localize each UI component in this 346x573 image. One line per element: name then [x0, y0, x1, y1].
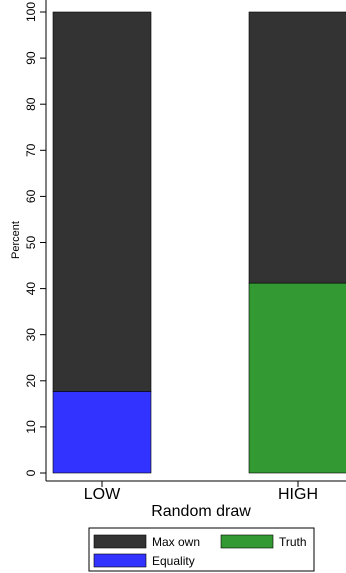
y-tick-label: 30: [24, 328, 38, 342]
y-ticks: 0 10 20 30 40 50 60 70 80 90 100: [24, 2, 46, 476]
legend: Max own Truth Equality: [88, 527, 315, 572]
y-tick-label: 90: [24, 51, 38, 65]
x-axis-title: Random draw: [151, 503, 251, 520]
legend-swatch-truth: [220, 534, 274, 549]
bar-high-max-own: [248, 11, 346, 284]
y-tick-label: 40: [24, 282, 38, 296]
y-tick-label: 70: [24, 143, 38, 157]
bar-high-truth: [248, 282, 346, 474]
legend-label-equality: Equality: [152, 554, 195, 568]
y-tick-label: 10: [24, 420, 38, 434]
x-ticks: LOW HIGH: [84, 481, 318, 503]
x-tick-label: HIGH: [278, 486, 318, 503]
legend-label-max-own: Max own: [152, 535, 200, 549]
y-tick-label: 100: [24, 2, 38, 22]
y-tick-label: 20: [24, 374, 38, 388]
bars-layer: [52, 11, 346, 474]
y-axis-title: Percent: [10, 221, 22, 259]
legend-label-truth: Truth: [279, 535, 307, 549]
legend-swatch-equality: [93, 553, 147, 568]
x-tick-label: LOW: [84, 486, 121, 503]
y-tick-label: 50: [24, 236, 38, 250]
y-tick-label: 80: [24, 97, 38, 111]
bar-low-max-own: [52, 11, 152, 392]
y-tick-label: 60: [24, 189, 38, 203]
legend-swatch-max-own: [93, 534, 147, 549]
bar-low-equality: [52, 391, 152, 474]
y-tick-label: 0: [24, 469, 38, 476]
